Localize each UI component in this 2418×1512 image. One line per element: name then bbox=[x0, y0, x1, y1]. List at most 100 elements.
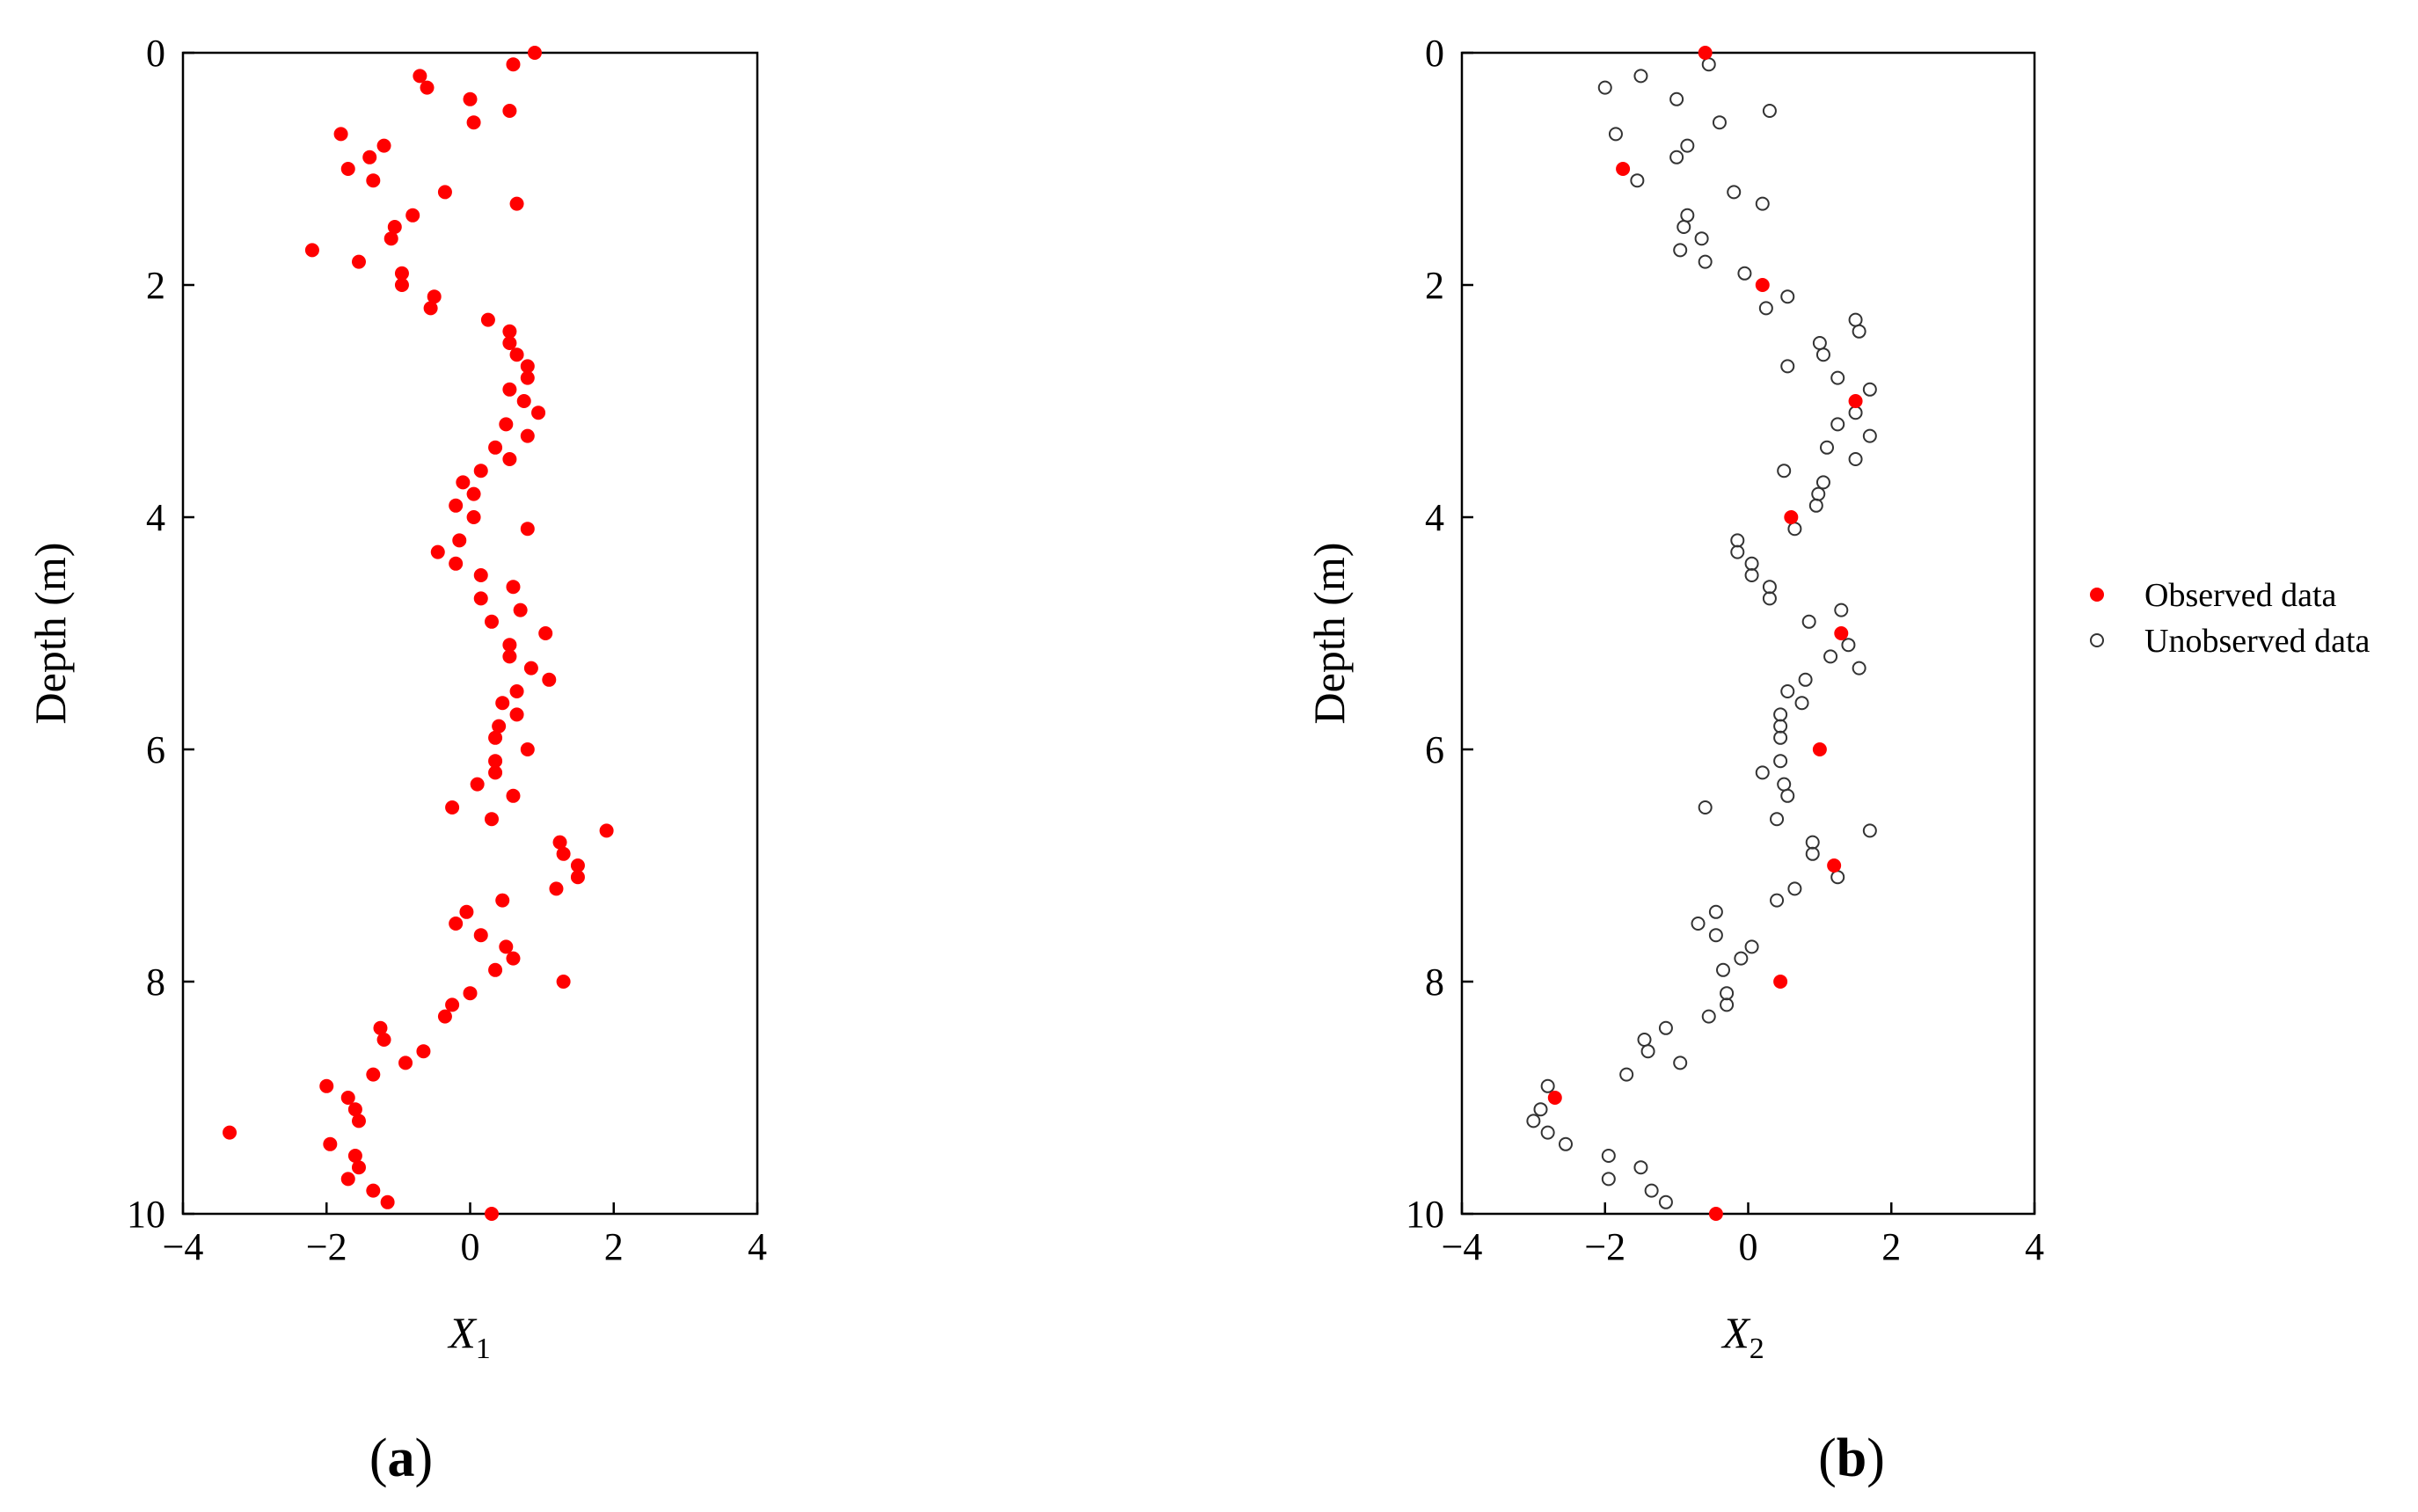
data-point-b-s0-26 bbox=[1862, 382, 1877, 397]
data-point-a-s0-78 bbox=[506, 951, 521, 966]
y-tick-label-a-2: 4 bbox=[146, 496, 165, 539]
data-point-b-s0-86 bbox=[1633, 1160, 1648, 1175]
data-point-b-s0-82 bbox=[1526, 1114, 1541, 1129]
data-point-b-s0-25 bbox=[1830, 370, 1845, 385]
data-point-b-s0-1 bbox=[1633, 69, 1648, 84]
data-point-b-s0-47 bbox=[1852, 661, 1866, 676]
points-b bbox=[1526, 46, 1877, 1221]
data-point-b-s0-13 bbox=[1677, 220, 1691, 234]
data-point-b-s0-2 bbox=[1597, 80, 1612, 95]
data-point-a-s0-59 bbox=[488, 730, 503, 745]
data-point-a-s0-56 bbox=[495, 696, 510, 711]
panel-label-b: (b) bbox=[1818, 1428, 1885, 1488]
y-tick-label-a-5: 10 bbox=[127, 1193, 165, 1236]
data-point-a-s0-43 bbox=[430, 544, 445, 559]
data-point-a-s0-38 bbox=[466, 486, 481, 501]
data-point-b-s0-68 bbox=[1708, 928, 1723, 943]
data-point-a-s0-100 bbox=[484, 1207, 499, 1221]
y-tick-label-b-1: 2 bbox=[1425, 264, 1444, 307]
x-tick-label-a-1: −2 bbox=[306, 1225, 347, 1268]
data-point-b-s0-36 bbox=[1787, 522, 1802, 537]
data-point-a-s0-3 bbox=[420, 80, 435, 95]
data-point-b-s0-8 bbox=[1669, 150, 1684, 164]
data-point-a-s0-79 bbox=[488, 962, 503, 977]
data-point-a-s0-93 bbox=[223, 1125, 237, 1140]
data-point-b-s0-45 bbox=[1841, 638, 1856, 653]
data-point-b-s0-56 bbox=[1777, 777, 1792, 792]
data-point-b-s0-73 bbox=[1720, 997, 1735, 1012]
data-point-b-s0-0 bbox=[1701, 57, 1716, 72]
data-point-b-s0-7 bbox=[1680, 138, 1695, 153]
data-point-b-s0-61 bbox=[1805, 835, 1820, 850]
data-point-a-s0-69 bbox=[556, 846, 571, 861]
data-point-b-s0-42 bbox=[1762, 591, 1777, 606]
data-point-a-s0-76 bbox=[473, 928, 488, 943]
data-point-a-s0-60 bbox=[520, 742, 535, 756]
data-point-b-s0-17 bbox=[1737, 266, 1752, 281]
data-point-b-s0-87 bbox=[1601, 1172, 1616, 1187]
data-point-a-s0-1 bbox=[506, 57, 521, 72]
data-point-a-s0-31 bbox=[531, 405, 546, 420]
data-point-a-s0-70 bbox=[570, 858, 585, 873]
data-point-b-s0-37 bbox=[1730, 533, 1745, 548]
data-point-b-s0-60 bbox=[1862, 823, 1877, 838]
data-point-a-s0-45 bbox=[473, 568, 488, 582]
data-point-b-s0-19 bbox=[1758, 301, 1773, 316]
data-point-b-s0-44 bbox=[1801, 614, 1816, 629]
data-point-a-s0-97 bbox=[340, 1172, 355, 1187]
data-point-a-s0-13 bbox=[509, 196, 524, 211]
data-point-a-s0-46 bbox=[506, 580, 521, 595]
data-point-a-s0-80 bbox=[556, 975, 571, 989]
data-point-b-s0-59 bbox=[1770, 812, 1785, 827]
data-point-a-s0-28 bbox=[520, 370, 535, 385]
panel-label-a-open: ( bbox=[369, 1428, 388, 1488]
data-point-a-s0-90 bbox=[340, 1091, 355, 1105]
data-point-a-s0-68 bbox=[552, 835, 567, 850]
x-tick-label-b-3: 2 bbox=[1881, 1225, 1901, 1268]
data-point-a-s0-15 bbox=[387, 220, 402, 234]
data-point-a-s0-48 bbox=[513, 603, 528, 617]
data-point-b-s1-4 bbox=[1784, 510, 1799, 524]
x-axis-label-b-sub: 2 bbox=[1750, 1333, 1764, 1365]
plot-frame-b bbox=[1460, 51, 2036, 1216]
data-point-a-s0-29 bbox=[502, 382, 517, 397]
y-tick-label-b-5: 10 bbox=[1406, 1193, 1444, 1236]
data-point-a-s0-14 bbox=[405, 208, 420, 223]
data-point-b-s0-23 bbox=[1815, 347, 1830, 362]
panel-label-b-open: ( bbox=[1818, 1428, 1837, 1488]
data-point-b-s0-48 bbox=[1798, 672, 1813, 687]
data-point-b-s1-6 bbox=[1812, 742, 1827, 756]
data-point-a-s0-24 bbox=[502, 324, 517, 339]
x-axis-label-a: X1 bbox=[447, 1308, 491, 1365]
data-point-a-s0-27 bbox=[520, 359, 535, 374]
y-tick-label-b-0: 0 bbox=[1425, 32, 1444, 75]
data-point-a-s0-86 bbox=[416, 1044, 431, 1059]
data-point-b-s0-54 bbox=[1773, 754, 1788, 769]
panel-label-a-close: ) bbox=[415, 1428, 434, 1488]
x-axis-label-b-main: X bbox=[1720, 1308, 1751, 1357]
data-point-b-s1-0 bbox=[1698, 46, 1713, 60]
ticks-a: −4 −2 0 2 4 0 2 4 6 8 10 bbox=[127, 32, 767, 1268]
data-point-a-s0-49 bbox=[484, 614, 499, 629]
data-point-b-s0-74 bbox=[1701, 1009, 1716, 1024]
data-point-a-s0-10 bbox=[340, 162, 355, 176]
data-point-b-s1-7 bbox=[1827, 858, 1842, 873]
data-point-b-s0-58 bbox=[1698, 800, 1713, 814]
legend: Observed data Unobserved data bbox=[2090, 577, 2371, 660]
data-point-b-s0-75 bbox=[1658, 1020, 1673, 1035]
data-point-a-s0-11 bbox=[366, 173, 381, 188]
data-point-b-s0-9 bbox=[1630, 173, 1645, 188]
data-point-a-s0-18 bbox=[351, 254, 366, 269]
data-point-b-s0-81 bbox=[1533, 1102, 1548, 1117]
legend-unobserved-marker bbox=[2090, 633, 2104, 647]
data-point-b-s0-32 bbox=[1777, 464, 1792, 478]
data-point-a-s0-17 bbox=[304, 243, 319, 258]
points-a bbox=[223, 46, 614, 1221]
data-point-a-s0-36 bbox=[473, 464, 488, 478]
panel-label-a: (a) bbox=[369, 1428, 433, 1488]
data-point-a-s0-98 bbox=[366, 1183, 381, 1198]
data-point-b-s0-83 bbox=[1540, 1125, 1555, 1140]
x-tick-label-b-1: −2 bbox=[1584, 1225, 1625, 1268]
data-point-a-s0-57 bbox=[509, 707, 524, 722]
data-point-a-s0-74 bbox=[459, 904, 474, 919]
